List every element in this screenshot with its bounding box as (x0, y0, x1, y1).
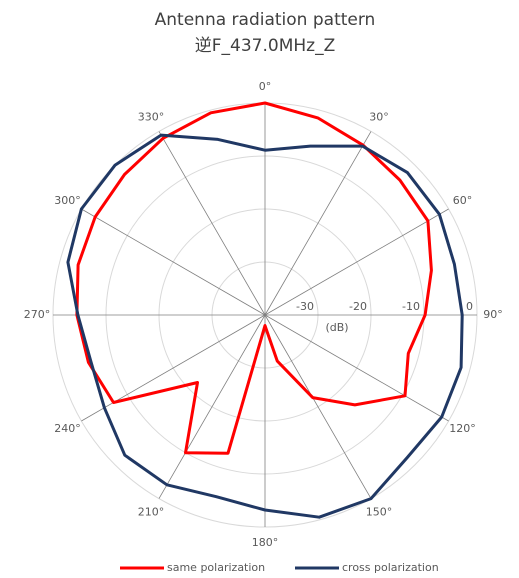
spoke (158, 314, 266, 499)
theta-tick-label: 300° (54, 194, 81, 207)
legend: same polarization cross polarization (120, 561, 439, 574)
r-tick-label: -30 (296, 300, 314, 313)
r-tick-label: -10 (402, 300, 420, 313)
theta-tick-label: 0° (259, 80, 272, 93)
theta-tick-label: 150° (366, 505, 393, 518)
spoke (81, 314, 266, 422)
theta-tick-label: 30° (369, 111, 389, 124)
series-line (66, 133, 464, 519)
r-axis-label: (dB) (325, 321, 348, 334)
theta-tick-label: 210° (138, 505, 165, 518)
chart-subtitle: 逆F_437.0MHz_Z (195, 36, 335, 56)
theta-tick-label: 90° (483, 308, 503, 321)
grid: -30 -20 -10 0 (dB) 0° 30° 60° 90° 120° 150° 180° 210… (24, 80, 503, 549)
theta-tick-label: 180° (252, 536, 279, 549)
spoke (264, 131, 372, 316)
spoke (158, 131, 266, 316)
r-tick-label: -20 (349, 300, 367, 313)
theta-tick-label: 270° (24, 308, 51, 321)
theta-tick-label: 330° (138, 111, 165, 124)
plot (66, 101, 464, 519)
chart-title: Antenna radiation pattern (155, 10, 376, 30)
spoke (264, 314, 372, 499)
spoke (264, 208, 449, 316)
legend-label: same polarization (167, 561, 265, 574)
theta-tick-label: 120° (449, 422, 476, 435)
theta-tick-label: 240° (54, 422, 81, 435)
theta-tick-label: 60° (453, 194, 473, 207)
r-tick-label: 0 (466, 300, 473, 313)
legend-label: cross polarization (342, 561, 439, 574)
spoke (264, 314, 449, 422)
series-line (75, 101, 433, 455)
spoke (81, 208, 266, 316)
